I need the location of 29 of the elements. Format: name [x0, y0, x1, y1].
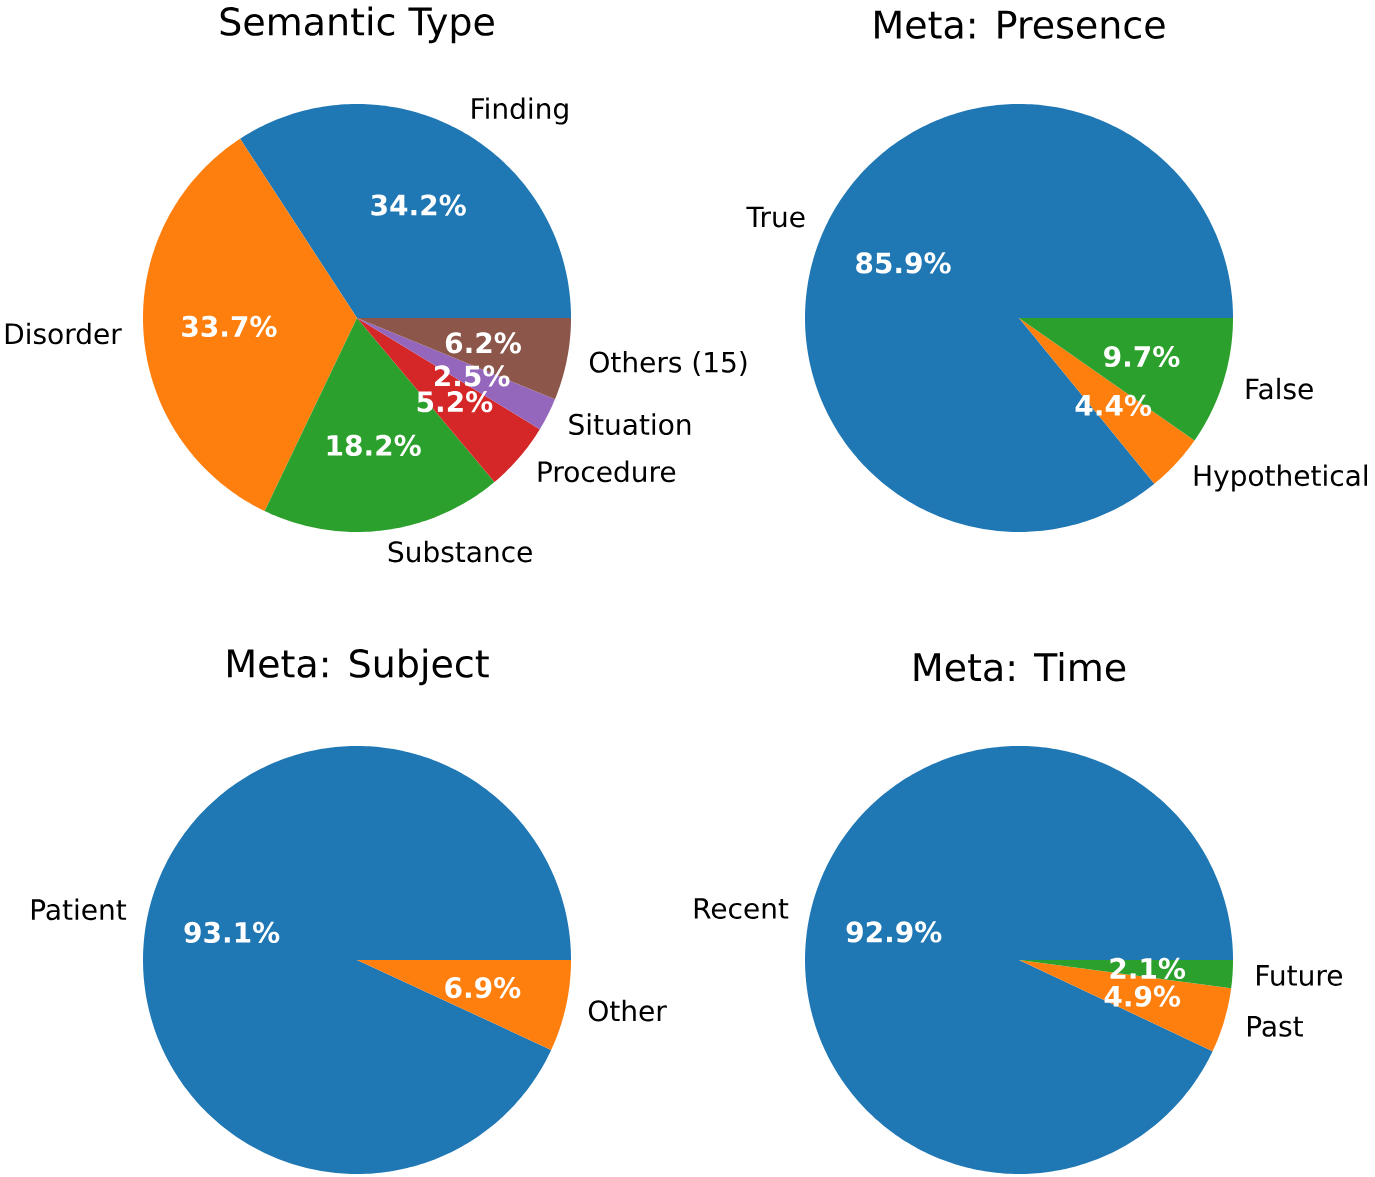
slice-label: Substance — [388, 540, 532, 563]
data-label: 34.2% — [371, 194, 466, 216]
slice-label: Past — [1248, 1016, 1303, 1037]
data-label: 85.9% — [856, 252, 951, 274]
slice-label: Recent — [694, 898, 789, 919]
slice-label: Others (15) — [589, 351, 747, 377]
chart-title: Meta: Subject — [228, 648, 489, 686]
data-label: 9.7% — [1104, 345, 1180, 368]
slice-label: Patient — [31, 898, 127, 921]
chart-title: Semantic Type — [220, 6, 494, 44]
slice-label: Procedure — [538, 460, 676, 483]
slice-label: True — [746, 206, 805, 228]
slice-label: Hypothetical — [1194, 464, 1367, 492]
slice-label: False — [1246, 377, 1313, 400]
data-label: 93.1% — [184, 921, 280, 943]
data-label: 6.9% — [445, 977, 521, 999]
data-label: 2.1% — [1110, 957, 1186, 980]
data-label: 4.9% — [1104, 985, 1181, 1007]
slice-label: Finding — [472, 97, 568, 125]
slice-label: Situation — [569, 413, 691, 436]
data-label: 33.7% — [182, 315, 277, 338]
data-label: 6.2% — [445, 332, 521, 354]
data-label: 92.9% — [846, 921, 942, 943]
chart-title: Meta: Presence — [875, 10, 1165, 39]
slice-label: Future — [1257, 965, 1343, 986]
data-label: 18.2% — [327, 434, 421, 456]
chart-title: Meta: Time — [914, 652, 1126, 682]
slice-label: Other — [588, 999, 667, 1022]
slice-label: Disorder — [5, 322, 122, 345]
